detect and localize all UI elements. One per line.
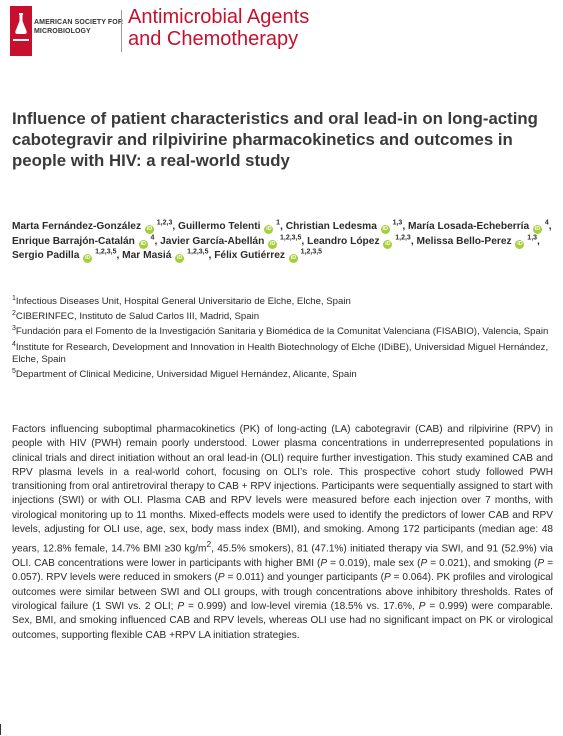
author-name[interactable]: María Losada-Echeberría — [408, 221, 530, 232]
author-separator: , — [116, 250, 123, 262]
author-entry: Félix Gutiérrez iD 1,2,3,5 — [214, 248, 323, 264]
author-affiliation-numbers: 1,3 — [527, 234, 538, 242]
author-entry: María Losada-Echeberría iD 4, — [408, 219, 552, 234]
author-entry: Javier García-Abellán iD 1,2,3,5, — [160, 234, 308, 249]
author-affiliation-numbers: 1,3 — [392, 219, 403, 227]
abstract-text: = 0.011) and younger participants ( — [224, 572, 384, 584]
abstract-superscript: 2 — [206, 539, 212, 550]
abstract: Factors influencing suboptimal pharmacok… — [12, 423, 553, 643]
journal-name-line2: and Chemotherapy — [128, 28, 299, 50]
orcid-icon[interactable]: iD — [515, 239, 525, 249]
orcid-icon[interactable]: iD — [83, 254, 93, 264]
author-separator: , — [172, 221, 179, 232]
author-name[interactable]: Marta Fernández-González — [12, 221, 142, 232]
p-value-symbol: P — [418, 600, 426, 612]
orcid-icon[interactable]: iD — [383, 239, 393, 249]
affiliation-text: Department of Clinical Medicine, Univers… — [15, 369, 357, 381]
author-separator: , — [402, 221, 408, 232]
society-name: AMERICAN SOCIETY FOR MICROBIOLOGY — [34, 19, 123, 35]
author-entry: Guillermo Telenti iD 1, — [178, 219, 286, 234]
affiliation-number: 2 — [12, 310, 16, 318]
author-name[interactable]: Leandro López — [307, 235, 380, 247]
p-value-symbol: P — [383, 572, 391, 584]
abstract-text: , 45.5% smokers), 81 (47.1%) initiated t… — [12, 543, 553, 570]
author-affiliation-numbers: 1,2,3,5 — [280, 234, 302, 242]
p-value-symbol: P — [320, 558, 328, 570]
author-affiliation-numbers: 1 — [276, 219, 281, 227]
author-separator: , — [280, 221, 286, 232]
affiliation-text: Infectious Diseases Unit, Hospital Gener… — [15, 296, 351, 307]
author-name[interactable]: Enrique Barrajón-Catalán — [12, 235, 135, 247]
header-divider — [121, 10, 122, 52]
affiliation-item: 1Infectious Diseases Unit, Hospital Gene… — [12, 294, 552, 308]
p-value-symbol: P — [420, 558, 428, 570]
abstract-text: Factors influencing suboptimal pharmacok… — [12, 424, 553, 555]
affiliation-text: Institute for Research, Development and … — [12, 341, 549, 365]
abstract-text: = 0.057). RPV levels were reduced in smo… — [12, 558, 553, 584]
author-name[interactable]: Félix Gutiérrez — [214, 250, 285, 262]
abstract-text: = 0.999) were comparable. Sex, BMI, and … — [12, 600, 553, 641]
orcid-icon[interactable]: iD — [144, 225, 154, 234]
author-entry: Marta Fernández-González iD 1,2,3, — [12, 219, 179, 234]
author-affiliation-numbers: 1,2,3,5 — [95, 248, 117, 256]
author-name[interactable]: Christian Ledesma — [285, 221, 377, 232]
author-list: Marta Fernández-González iD 1,2,3, Guill… — [12, 220, 552, 264]
orcid-icon[interactable]: iD — [138, 239, 148, 249]
affiliation-number: 5 — [12, 367, 16, 375]
affiliation-item: 2CIBERINFEC, Instituto de Salud Carlos I… — [12, 310, 552, 323]
affiliation-number: 1 — [12, 294, 16, 302]
author-entry: Leandro López iD 1,2,3, — [307, 234, 417, 249]
abstract-text: = 0.019), male sex ( — [327, 558, 421, 570]
orcid-icon[interactable]: iD — [268, 239, 278, 249]
abstract-text: = 0.021), and smoking ( — [427, 558, 538, 570]
author-affiliation-numbers: 1,2,3,5 — [187, 248, 209, 256]
author-entry: Christian Ledesma iD 1,3, — [285, 219, 408, 234]
author-separator: , — [154, 235, 161, 247]
p-value-symbol: P — [537, 558, 545, 570]
author-separator: , — [537, 235, 540, 247]
journal-header: AMERICAN SOCIETY FOR MICROBIOLOGY Antimi… — [10, 6, 555, 58]
author-affiliation-numbers: 4 — [150, 234, 155, 242]
affiliation-list: 1Infectious Diseases Unit, Hospital Gene… — [12, 294, 552, 384]
orcid-icon[interactable]: iD — [264, 225, 274, 234]
author-affiliation-numbers: 1,2,3,5 — [300, 248, 323, 256]
text-cursor — [0, 724, 1, 735]
affiliation-number: 3 — [12, 325, 16, 333]
affiliation-text: Fundación para el Fomento de la Investig… — [15, 326, 549, 338]
author-name[interactable]: Melissa Bello-Perez — [416, 235, 512, 247]
orcid-icon[interactable]: iD — [533, 225, 543, 234]
author-separator: , — [208, 250, 215, 262]
author-affiliation-numbers: 1,2,3 — [156, 219, 173, 227]
author-separator: , — [301, 235, 308, 247]
affiliation-number: 4 — [12, 340, 16, 348]
p-value-symbol: P — [177, 600, 185, 612]
orcid-icon[interactable]: iD — [175, 254, 185, 264]
journal-name: Antimicrobial Agents and Chemotherapy — [128, 6, 309, 50]
abstract-text: = 0.064). PK profiles and virological ou… — [12, 572, 553, 612]
asm-logo-icon — [10, 6, 32, 56]
author-name[interactable]: Mar Masiá — [122, 250, 172, 262]
author-separator: , — [548, 221, 552, 232]
author-entry: Mar Masiá iD 1,2,3,5, — [122, 248, 215, 264]
affiliation-text: CIBERINFEC, Instituto de Salud Carlos II… — [15, 311, 260, 323]
article-title: Influence of patient characteristics and… — [12, 109, 538, 170]
author-name[interactable]: Guillermo Telenti — [178, 221, 261, 232]
author-name[interactable]: Javier García-Abellán — [160, 235, 265, 247]
abstract-text: = 0.999) and low-level viremia (18.5% vs… — [184, 600, 419, 612]
affiliation-item: 5Department of Clinical Medicine, Univer… — [12, 367, 552, 381]
affiliation-item: 3Fundación para el Fomento de la Investi… — [12, 325, 552, 338]
author-name[interactable]: Sergio Padilla — [12, 250, 80, 262]
orcid-icon[interactable]: iD — [380, 225, 390, 234]
p-value-symbol: P — [217, 572, 225, 584]
orcid-icon[interactable]: iD — [288, 254, 298, 264]
affiliation-item: 4Institute for Research, Development and… — [12, 340, 552, 366]
author-affiliation-numbers: 1,2,3 — [395, 234, 411, 242]
journal-name-line1: Antimicrobial Agents — [128, 6, 310, 28]
author-affiliation-numbers: 4 — [544, 219, 549, 227]
author-entry: Enrique Barrajón-Catalán iD 4, — [12, 234, 161, 249]
author-separator: , — [410, 235, 417, 247]
author-entry: Melissa Bello-Perez iD 1,3, — [416, 234, 540, 249]
author-entry: Sergio Padilla iD 1,2,3,5, — [12, 248, 123, 264]
